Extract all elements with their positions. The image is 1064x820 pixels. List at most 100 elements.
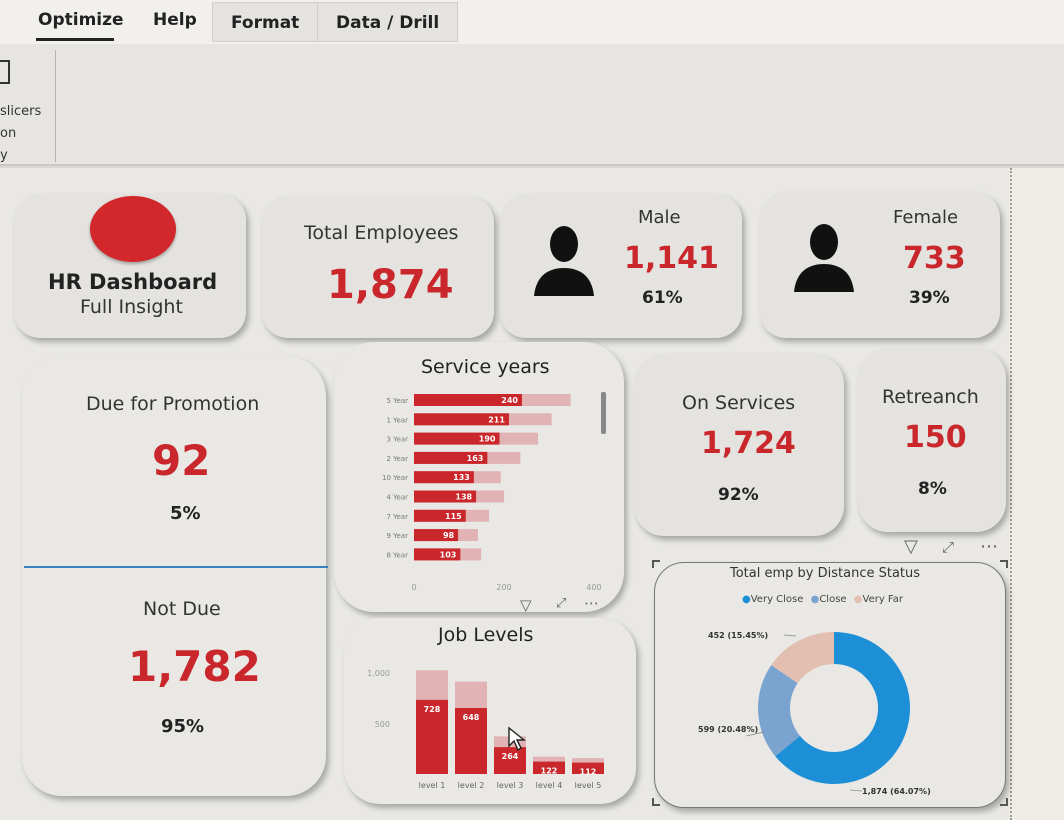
legend-dot-very-close: ●: [742, 594, 751, 605]
tab-help[interactable]: Help: [153, 10, 197, 30]
bar[interactable]: [533, 761, 565, 774]
total-employees-label: Total Employees: [304, 222, 459, 244]
category-label: level 4: [536, 781, 563, 790]
service-years-chart[interactable]: 5 Year 240 1 Year 211 3 Year 190 2 Year 163 10 Y…: [350, 388, 620, 596]
data-label: 599 (20.48%): [698, 725, 758, 734]
y-tick-label: 500: [375, 720, 390, 729]
category-label: level 5: [575, 781, 602, 790]
on-services-card[interactable]: [634, 354, 844, 536]
focus-mode-icon[interactable]: ⤢: [942, 538, 955, 556]
tab-format[interactable]: Format: [212, 2, 319, 42]
ribbon-label-on[interactable]: on: [0, 126, 17, 141]
resize-handle[interactable]: [1000, 798, 1008, 806]
distance-donut-chart[interactable]: 452 (15.45%) 599 (20.48%) 1,874 (64.07%): [680, 616, 990, 802]
data-label: 138: [455, 493, 472, 502]
bar[interactable]: [455, 708, 487, 774]
donut-slice[interactable]: [771, 632, 834, 684]
leader-line: [783, 634, 797, 637]
retrench-card[interactable]: [858, 348, 1006, 532]
data-label: 728: [424, 705, 441, 714]
x-tick-label: 400: [586, 583, 601, 592]
donut-slice[interactable]: [758, 665, 800, 757]
total-employees-card[interactable]: [262, 196, 494, 338]
data-label: 648: [463, 713, 480, 722]
female-value: 733: [903, 241, 966, 276]
donut-slice[interactable]: [775, 632, 910, 784]
data-label: 133: [453, 473, 470, 482]
bar[interactable]: [414, 432, 500, 445]
more-options-icon[interactable]: ⋯: [980, 536, 998, 557]
due-promotion-pct: 5%: [170, 503, 201, 524]
resize-handle[interactable]: [1000, 560, 1008, 568]
service-years-scrollbar[interactable]: [601, 392, 606, 434]
category-label: 7 Year: [387, 513, 409, 521]
bar[interactable]: [414, 471, 474, 484]
y-tick-label: 1,000: [367, 669, 390, 678]
due-promotion-label: Due for Promotion: [86, 393, 260, 415]
not-due-value: 1,782: [128, 642, 261, 691]
bar[interactable]: [414, 529, 459, 542]
data-label: 103: [440, 550, 457, 559]
retrench-pct: 8%: [918, 479, 947, 499]
dashboard-subtitle: Full Insight: [80, 296, 183, 318]
distance-legend: ●Very Close ●Close ●Very Far: [742, 594, 903, 605]
bar[interactable]: [414, 394, 522, 406]
bar[interactable]: [414, 413, 509, 426]
category-label: 3 Year: [387, 436, 409, 444]
data-label: 211: [488, 415, 505, 424]
data-label: 190: [479, 435, 496, 444]
service-years-title: Service years: [421, 356, 550, 378]
focus-mode-icon[interactable]: ⤢: [556, 596, 567, 611]
bar[interactable]: [572, 762, 604, 774]
tab-data-drill[interactable]: Data / Drill: [317, 2, 459, 42]
legend-dot-very-far: ●: [853, 594, 863, 605]
data-label: 1,874 (64.07%): [862, 787, 931, 796]
more-options-icon[interactable]: ⋯: [584, 594, 599, 612]
data-label: 163: [467, 454, 484, 463]
category-label: 2 Year: [387, 455, 409, 463]
ribbon-label-slicers[interactable]: slicers: [0, 104, 42, 119]
category-label: 10 Year: [382, 474, 408, 482]
filter-icon[interactable]: ▽: [520, 596, 532, 614]
male-card[interactable]: [500, 194, 742, 338]
bar[interactable]: [494, 747, 526, 774]
bar[interactable]: [414, 548, 461, 561]
leader-line: [745, 731, 765, 737]
active-tab-underline: [36, 38, 114, 41]
retrench-label: Retreanch: [882, 386, 979, 408]
not-due-pct: 95%: [161, 716, 205, 737]
distance-chart-title: Total emp by Distance Status: [730, 566, 921, 581]
data-label: 112: [580, 768, 597, 777]
legend-dot-close: ●: [810, 594, 820, 605]
male-person-icon: [534, 226, 594, 296]
on-services-label: On Services: [682, 392, 796, 414]
ribbon-label-y[interactable]: y: [0, 148, 8, 163]
legend-very-close[interactable]: Very Close: [750, 594, 804, 605]
bar[interactable]: [414, 451, 488, 464]
data-label: 98: [443, 531, 455, 540]
sync-slicers-icon[interactable]: [0, 60, 10, 84]
tab-optimize[interactable]: Optimize: [38, 10, 124, 30]
female-label: Female: [893, 207, 959, 228]
ribbon-body: slicers on y: [0, 44, 1064, 166]
filter-icon[interactable]: ▽: [904, 536, 918, 557]
resize-handle[interactable]: [652, 560, 660, 568]
data-label: 264: [502, 752, 519, 761]
job-levels-chart[interactable]: 1,000 500 728 level 1 648 level 2 264 level 3 12…: [360, 652, 620, 798]
category-label: 4 Year: [387, 494, 409, 502]
male-label: Male: [638, 207, 681, 228]
ribbon-tabs: Optimize Help Format Data / Drill: [0, 0, 1064, 44]
bar[interactable]: [414, 490, 477, 503]
data-label: 115: [445, 512, 462, 521]
promotion-card[interactable]: [22, 356, 326, 796]
category-label: 5 Year: [387, 397, 409, 405]
due-promotion-value: 92: [152, 436, 211, 485]
resize-handle[interactable]: [652, 798, 660, 806]
female-card[interactable]: [760, 192, 1000, 338]
legend-close[interactable]: Close: [819, 594, 847, 605]
legend-very-far[interactable]: Very Far: [862, 594, 904, 605]
bar[interactable]: [414, 509, 466, 522]
bar[interactable]: [416, 699, 448, 774]
ribbon-separator: [55, 50, 56, 162]
x-tick-label: 200: [496, 583, 511, 592]
